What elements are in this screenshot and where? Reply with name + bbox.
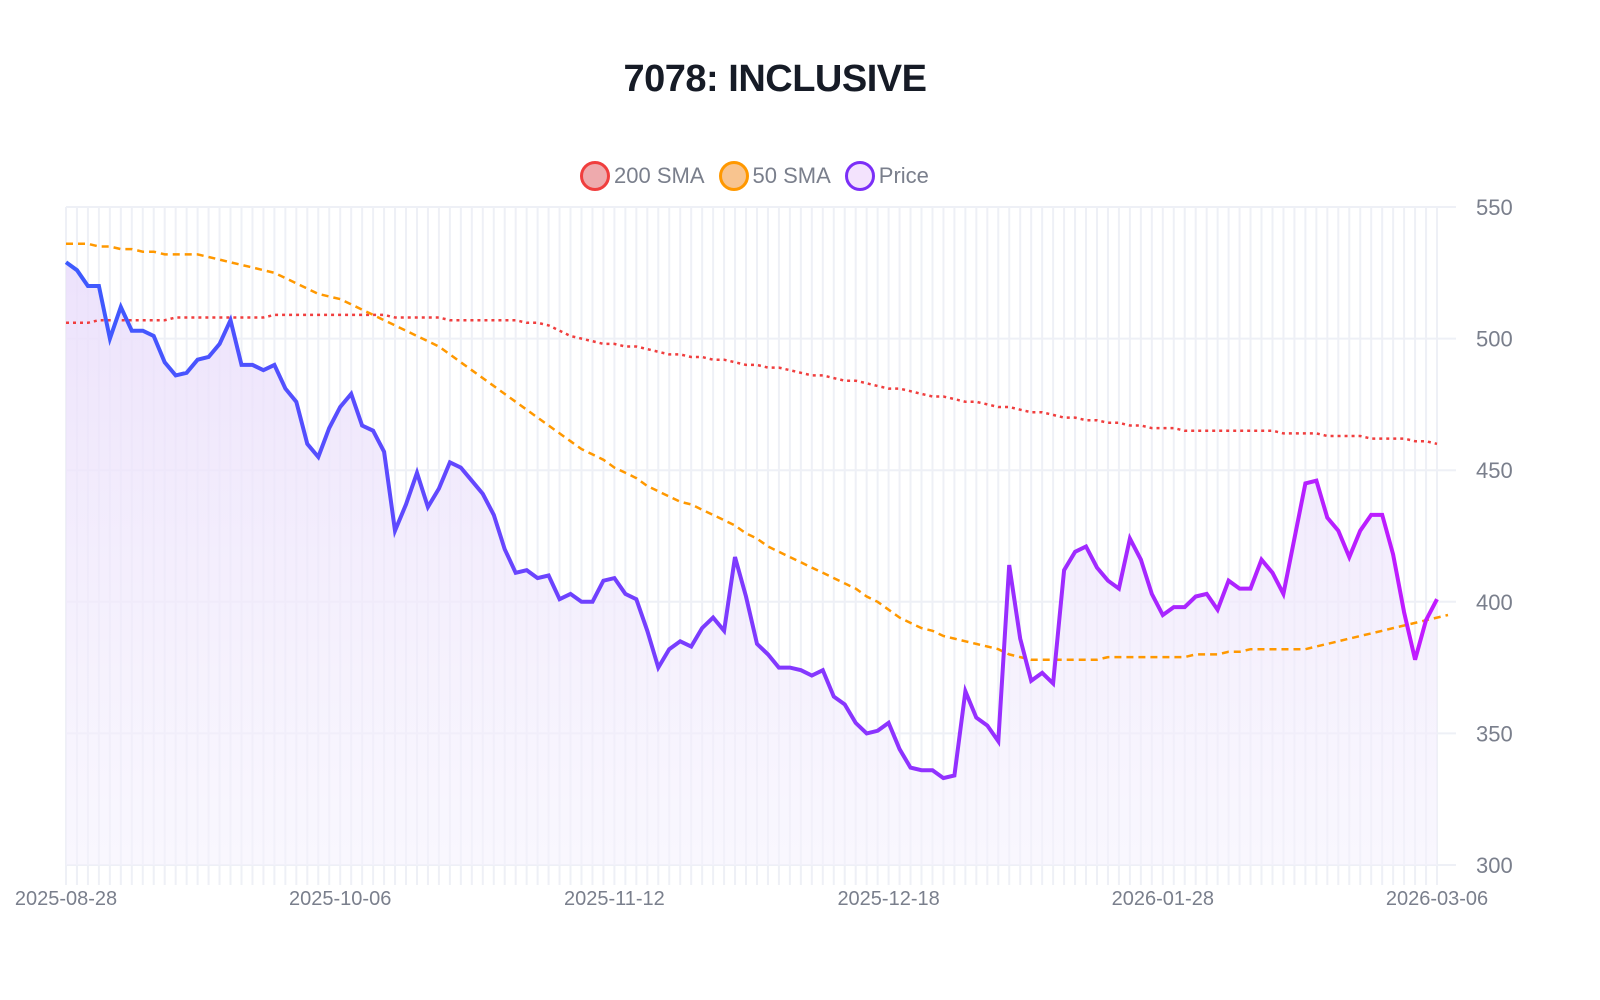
y-tick-label: 300 — [1476, 853, 1513, 878]
legend-label: 200 SMA — [614, 163, 705, 188]
y-tick-label: 500 — [1476, 327, 1513, 352]
legend-swatch-200-sma-icon — [580, 161, 610, 191]
legend-item-price[interactable]: Price — [844, 161, 929, 191]
legend-label: Price — [878, 163, 929, 188]
x-tick-label: 2025-11-12 — [564, 888, 665, 910]
legend-label: 50 SMA — [752, 163, 831, 188]
x-axis: 2025-08-28 2025-10-06 2025-11-12 2025-12-18… — [15, 888, 1488, 910]
price-line — [64, 260, 1439, 781]
x-tick-label: 2025-08-28 — [15, 888, 117, 910]
x-tick-label: 2026-01-28 — [1112, 888, 1214, 910]
legend-swatch-price-icon — [844, 161, 875, 191]
y-tick-label: 350 — [1476, 721, 1513, 746]
y-axis: 300 350 400 450 500 550 — [1476, 195, 1513, 878]
sma-200-line — [66, 313, 1438, 446]
x-tick-label: 2025-12-18 — [837, 888, 939, 910]
y-tick-label: 400 — [1476, 590, 1513, 615]
chart-title: 7078: INCLUSIVE — [623, 58, 927, 100]
legend: 200 SMA 50 SMA Price — [580, 158, 943, 194]
y-tick-label: 550 — [1476, 195, 1513, 220]
x-tick-label: 2025-10-06 — [289, 888, 391, 910]
price-area-fill — [66, 262, 1437, 865]
legend-item-200-sma[interactable]: 200 SMA — [580, 161, 705, 191]
y-tick-label: 450 — [1476, 458, 1513, 483]
legend-swatch-50-sma-icon — [718, 161, 749, 191]
legend-item-50-sma[interactable]: 50 SMA — [718, 161, 831, 191]
x-tick-label: 2026-03-06 — [1386, 888, 1488, 910]
